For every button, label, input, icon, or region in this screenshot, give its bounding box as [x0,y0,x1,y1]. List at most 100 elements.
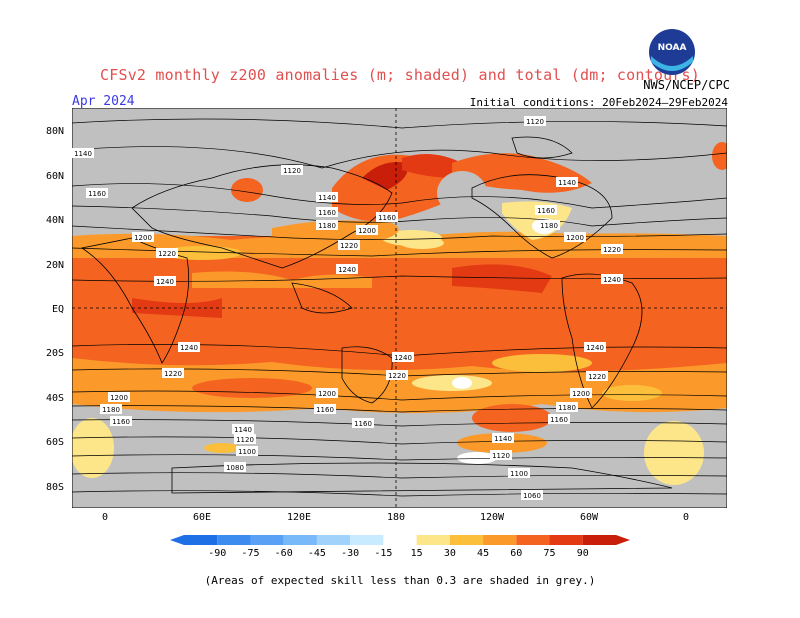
contour-label: 1160 [376,212,398,222]
colorbar-legend: -90 -75 -60 -45 -30 -15 15 30 45 60 75 90 [170,535,630,557]
colorbar-tick-label: -30 [341,548,359,557]
lat-label: 20N [45,260,64,271]
valid-month-label: Apr 2024 [72,94,135,109]
contour-label: 1160 [316,207,338,217]
contour-label: 1080 [224,462,246,472]
colorbar-tick-label: -45 [308,548,326,557]
lon-label: 60W [579,512,599,523]
contour-label: 1160 [86,188,108,198]
contour-label: 1120 [490,450,512,460]
contour-label: 1140 [492,433,514,443]
colorbar-tick-label: 90 [577,548,589,557]
svg-text:1100: 1100 [510,470,528,478]
svg-text:1220: 1220 [588,373,606,381]
svg-text:1160: 1160 [550,416,568,424]
contour-label: 1180 [556,402,578,412]
svg-text:1100: 1100 [238,448,256,456]
svg-text:1160: 1160 [112,418,130,426]
lon-label: 0 [682,512,690,523]
svg-text:1160: 1160 [354,420,372,428]
contour-label: 1240 [584,342,606,352]
svg-text:1180: 1180 [540,222,558,230]
svg-text:1200: 1200 [566,234,584,242]
lat-label: 80N [45,126,64,137]
colorbar-swatch [483,535,517,545]
svg-text:1060: 1060 [523,492,541,500]
contour-label: 1140 [232,424,254,434]
colorbar-min-arrow [170,535,184,545]
lat-label: 40N [45,215,64,226]
svg-text:1200: 1200 [358,227,376,235]
colorbar-swatch [549,535,583,545]
lat-label: 20S [45,348,64,359]
colorbar-swatch [283,535,317,545]
lat-label: EQ [51,304,64,315]
skill-footnote: (Areas of expected skill less than 0.3 a… [204,574,596,587]
contour-label: 1160 [548,414,570,424]
svg-text:1200: 1200 [110,394,128,402]
contour-label: 1100 [236,446,258,456]
contour-label: 1140 [72,148,94,158]
lat-label: 80S [45,482,64,493]
contour-label: 1240 [601,274,623,284]
svg-text:1160: 1160 [318,209,336,217]
contour-label: 1240 [336,264,358,274]
colorbar-swatch [184,535,218,545]
contour-label: 1220 [386,370,408,380]
contour-label: 1160 [314,404,336,414]
svg-text:1240: 1240 [586,344,604,352]
contour-label: 1220 [338,240,360,250]
svg-text:1240: 1240 [180,344,198,352]
agency-label: NWS/NCEP/CPC [643,78,730,92]
contour-label: 1060 [521,490,543,500]
colorbar-swatch [350,535,384,545]
colorbar-swatch [449,535,484,545]
svg-text:1120: 1120 [492,452,510,460]
svg-text:1120: 1120 [236,436,254,444]
lat-label: 60N [45,171,64,182]
initial-conditions-label: Initial conditions: 20Feb2024–29Feb2024 [469,96,728,109]
noaa-logo-text: NOAA [658,43,687,53]
svg-text:1160: 1160 [378,214,396,222]
colorbar-tick-label: 30 [444,548,456,557]
contour-label: 1160 [110,416,132,426]
svg-text:1240: 1240 [603,276,621,284]
contour-label: 1240 [392,352,414,362]
contour-label: 1220 [162,368,184,378]
contour-label: 1200 [564,232,586,242]
lat-label: 40S [45,393,64,404]
svg-text:1180: 1180 [102,406,120,414]
svg-text:1140: 1140 [74,150,92,158]
colorbar-tick-label: -90 [208,548,226,557]
contour-label: 1200 [356,225,378,235]
svg-text:1140: 1140 [234,426,252,434]
lon-label: 120W [479,512,505,523]
colorbar-tick-label: 75 [544,548,556,557]
colorbar-tick-label: -60 [275,548,293,557]
colorbar-swatch [516,535,550,545]
contour-label: 1200 [570,388,592,398]
svg-text:1180: 1180 [318,222,336,230]
contour-label: 1140 [556,177,578,187]
colorbar-tick-label: -15 [374,548,392,557]
svg-text:1160: 1160 [537,207,555,215]
colorbar-swatch [250,535,284,545]
svg-text:1220: 1220 [388,372,406,380]
contour-label: 1100 [508,468,530,478]
colorbar-tick-label: 15 [411,548,423,557]
colorbar-swatch [383,535,417,545]
svg-text:1200: 1200 [318,390,336,398]
svg-text:1240: 1240 [156,278,174,286]
colorbar-tick-label: 45 [477,548,489,557]
contour-label: 1180 [538,220,560,230]
contour-lines [72,118,727,497]
svg-text:1240: 1240 [394,354,412,362]
contour-label: 1120 [524,116,546,126]
contour-label: 1140 [316,192,338,202]
svg-text:1160: 1160 [316,406,334,414]
colorbar-swatch [217,535,251,545]
colorbar-swatch [416,535,450,545]
contour-label: 1200 [316,388,338,398]
contour-label: 1120 [281,165,303,175]
colorbar-swatch [316,535,351,545]
